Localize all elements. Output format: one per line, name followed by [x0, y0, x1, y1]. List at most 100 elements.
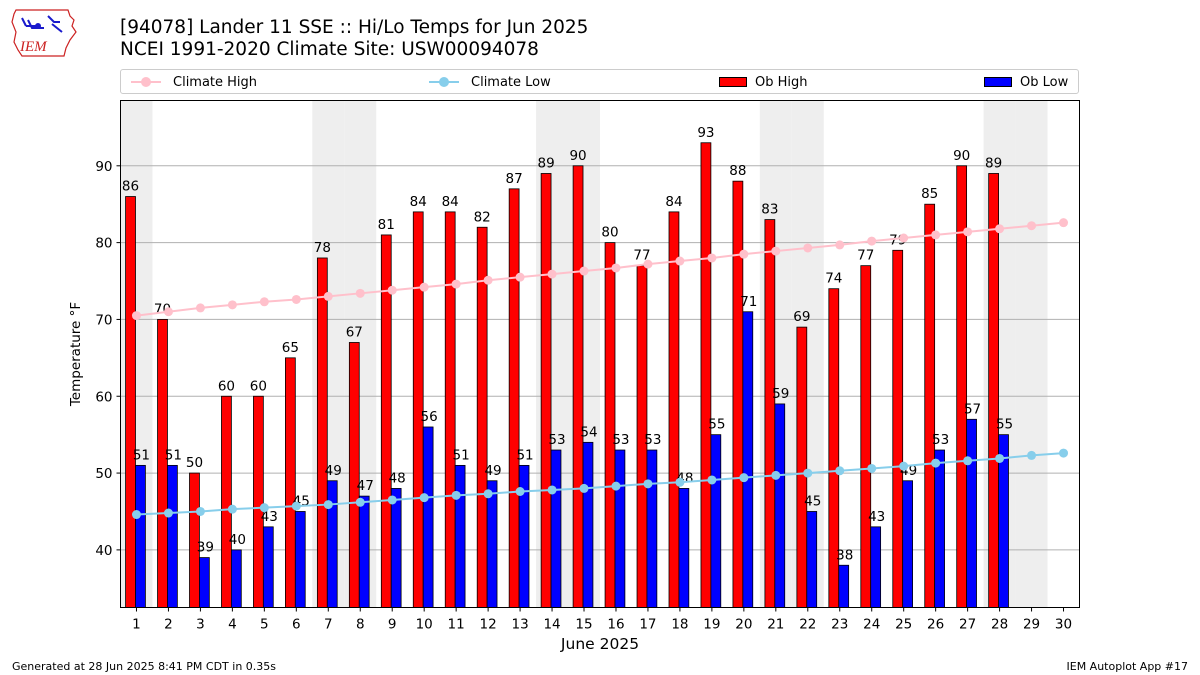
climate-high-point	[387, 285, 397, 295]
x-tick-label: 16	[607, 617, 624, 633]
climate-low-point	[867, 463, 877, 473]
ob-low-bar	[646, 449, 658, 608]
ob-low-bar	[614, 449, 626, 608]
climate-high-point	[995, 224, 1005, 234]
ob-low-data-label: 51	[453, 447, 470, 463]
ob-low-data-label: 51	[516, 447, 533, 463]
ob-low-data-label: 38	[836, 547, 853, 563]
climate-low-point	[1027, 450, 1037, 460]
ob-low-data-label: 51	[133, 447, 150, 463]
legend-label-climate-low: Climate Low	[471, 74, 551, 90]
ob-low-bar	[294, 511, 306, 608]
ob-high-data-label: 89	[538, 155, 555, 171]
ob-high-bar	[285, 357, 296, 608]
ob-high-swatch-icon	[719, 77, 747, 87]
ob-low-bar	[870, 526, 882, 608]
ob-high-bar	[700, 142, 712, 608]
climate-low-line	[136, 452, 1064, 516]
climate-high-point	[739, 249, 749, 259]
legend: Climate High Climate Low Ob High Ob Low	[120, 69, 1079, 94]
ob-high-bar	[508, 188, 520, 608]
climate-low-point	[131, 510, 141, 520]
climate-low-point	[355, 497, 365, 507]
ob-high-data-label: 69	[793, 309, 810, 325]
ob-low-swatch-icon	[984, 77, 1012, 87]
ob-low-data-label: 53	[548, 432, 565, 448]
ob-low-data-label: 54	[580, 424, 597, 440]
climate-high-point	[771, 246, 781, 256]
ob-low-data-label: 55	[996, 417, 1013, 433]
x-tick-label: 4	[228, 617, 237, 633]
ob-high-data-label: 88	[729, 163, 746, 179]
x-tick-label: 13	[511, 617, 528, 633]
climate-high-point	[803, 243, 813, 253]
ob-high-bar	[924, 203, 936, 608]
ob-high-data-label: 89	[985, 155, 1002, 171]
legend-label-ob-high: Ob High	[755, 74, 808, 90]
ob-low-data-label: 51	[165, 447, 182, 463]
ob-low-bar	[167, 464, 178, 608]
ob-low-data-label: 49	[484, 463, 501, 479]
ob-low-data-label: 53	[644, 432, 661, 448]
ob-high-bar	[796, 326, 808, 608]
iem-logo-text: IEM	[19, 39, 48, 55]
ob-low-bar	[199, 557, 210, 608]
ob-high-data-label: 60	[250, 378, 267, 394]
climate-low-point	[259, 503, 269, 513]
climate-low-point	[611, 481, 621, 491]
climate-high-point	[963, 227, 973, 237]
climate-high-point	[131, 311, 141, 321]
legend-item-ob-low: Ob Low	[984, 73, 1068, 91]
title-line-2: NCEI 1991-2020 Climate Site: USW00094078	[120, 39, 539, 60]
climate-low-point	[995, 453, 1005, 463]
ob-high-data-label: 84	[410, 194, 427, 210]
x-tick-label: 26	[927, 617, 944, 633]
ob-high-data-label: 85	[921, 186, 938, 202]
x-axis-label: June 2025	[560, 635, 639, 653]
ob-high-data-label: 65	[282, 340, 299, 356]
ob-low-data-label: 71	[740, 294, 757, 310]
ob-low-bar	[326, 480, 338, 608]
x-tick-label: 25	[895, 617, 912, 633]
x-tick-label: 19	[703, 617, 720, 633]
ob-high-bar	[732, 180, 744, 608]
ob-low-data-label: 49	[325, 463, 342, 479]
climate-low-point	[419, 493, 429, 503]
ob-low-data-label: 55	[708, 417, 725, 433]
climate-high-point	[195, 303, 205, 313]
climate-low-point	[291, 501, 301, 511]
ob-low-bar	[454, 464, 466, 608]
climate-low-point	[675, 477, 685, 487]
climate-high-point	[451, 279, 461, 289]
plot-frame	[120, 100, 1080, 608]
ob-high-bar	[572, 165, 584, 608]
ob-low-data-label: 57	[964, 401, 981, 417]
climate-low-point	[739, 473, 749, 483]
ob-high-bar	[157, 319, 168, 608]
ob-low-data-label: 48	[389, 470, 406, 486]
climate-high-point	[643, 259, 653, 269]
y-axis-label: Temperature °F	[68, 302, 84, 407]
y-tick-label: 40	[95, 543, 112, 559]
x-tick-label: 6	[292, 617, 301, 633]
x-tick-label: 23	[831, 617, 848, 633]
legend-item-climate-high: Climate High	[131, 73, 257, 91]
ob-high-data-label: 84	[442, 194, 459, 210]
legend-item-ob-high: Ob High	[719, 73, 808, 91]
ob-low-data-label: 59	[772, 386, 789, 402]
ob-high-bar	[860, 265, 872, 608]
climate-low-point	[227, 504, 237, 514]
climate-low-point	[483, 489, 493, 499]
climate-high-point	[707, 253, 717, 263]
ob-low-bar	[678, 488, 690, 608]
climate-high-point	[483, 275, 493, 285]
ob-high-data-label: 81	[378, 217, 395, 233]
x-tick-label: 7	[324, 617, 333, 633]
climate-low-point	[963, 456, 973, 466]
iowa-outline	[11, 9, 77, 57]
ob-high-bar	[221, 395, 232, 608]
climate-high-line-icon	[131, 73, 161, 91]
ob-high-data-label: 74	[825, 271, 842, 287]
climate-low-point	[579, 483, 589, 493]
